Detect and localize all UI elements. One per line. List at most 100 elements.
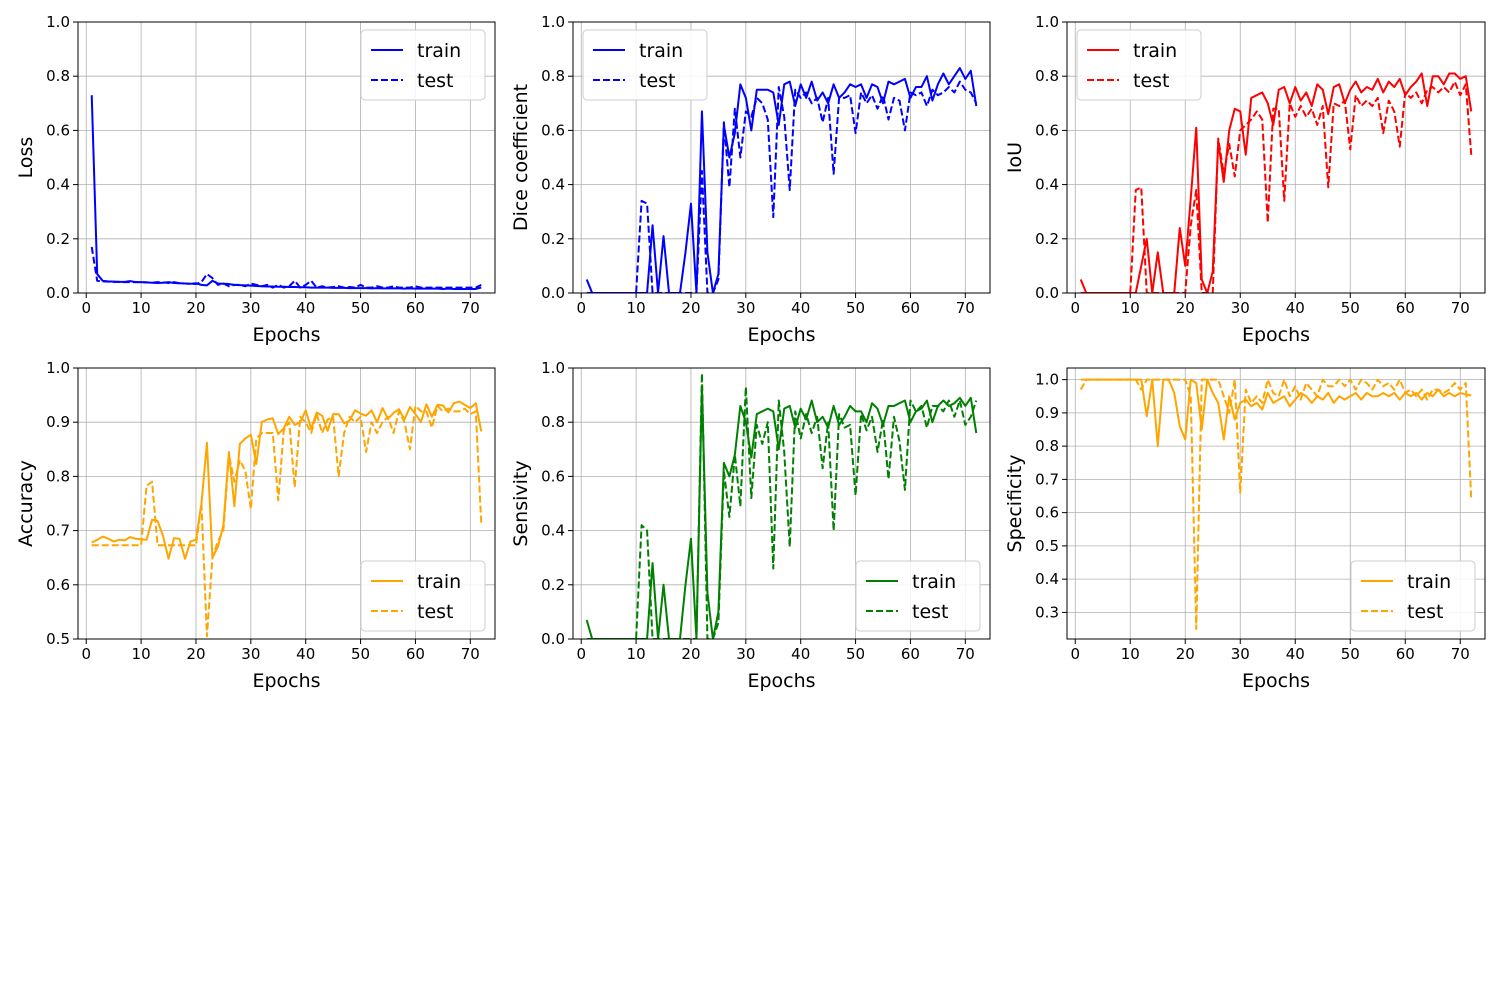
x-tick-label: 50 (1341, 299, 1360, 317)
y-tick-label: 0.8 (46, 67, 70, 85)
x-tick-label: 50 (351, 645, 370, 663)
series-line-train (91, 400, 483, 560)
legend: train test (360, 29, 486, 101)
x-axis-label: Epochs (747, 324, 815, 346)
legend-label: test (1407, 601, 1444, 623)
plot-frame (77, 367, 496, 640)
legend-label: test (417, 601, 454, 623)
y-axis-label: Loss (15, 137, 37, 179)
legend-box (1076, 29, 1202, 101)
legend-label: test (639, 70, 676, 92)
series-line-test (1080, 80, 1473, 293)
y-tick-label: 0.6 (1035, 504, 1059, 522)
y-tick-label: 1.0 (46, 359, 70, 377)
legend-box (582, 29, 708, 101)
x-tick-label: 0 (1070, 645, 1080, 663)
legend-label: train (639, 40, 683, 62)
y-tick-label: 0.3 (1035, 603, 1059, 621)
legend-label: train (417, 571, 461, 593)
y-tick-label: 0.6 (46, 576, 70, 594)
x-tick-label: 30 (1231, 299, 1250, 317)
y-tick-label: 0.9 (46, 413, 70, 431)
y-tick-label: 0.0 (46, 284, 70, 302)
y-tick-label: 0.8 (1035, 67, 1059, 85)
legend-box (855, 560, 981, 632)
x-tick-label: 0 (1070, 299, 1080, 317)
y-tick-label: 0.0 (1035, 284, 1059, 302)
y-tick-label: 0.2 (46, 230, 70, 248)
x-axis-label: Epochs (252, 324, 320, 346)
plot-frame (1066, 21, 1486, 294)
y-tick-label: 0.8 (541, 413, 565, 431)
series-line-test (586, 372, 978, 639)
x-tick-label: 10 (1121, 645, 1140, 663)
chart-panel-1: 0 10 20 30 40 50 60 70 0.0 0.2 0.4 0.6 0.8 1.0 Epochs L… (15, 13, 496, 346)
y-tick-label: 0.8 (46, 467, 70, 485)
series-line-train (1079, 72, 1473, 293)
chart-panel-6: 0 10 20 30 40 50 60 70 0.3 0.4 0.5 0.6 0.7 0.8 0.9 1.0 E… (1004, 367, 1486, 692)
y-tick-label: 0.0 (541, 284, 565, 302)
y-tick-label: 0.2 (1035, 230, 1059, 248)
legend-box (360, 29, 486, 101)
x-tick-label: 70 (956, 299, 975, 317)
x-tick-label: 30 (241, 645, 260, 663)
x-axis-label: Epochs (1242, 324, 1310, 346)
series-line-train (585, 385, 978, 639)
chart-panel-5: 0 10 20 30 40 50 60 70 0.0 0.2 0.4 0.6 0.8 1.0 Epochs S… (510, 359, 991, 692)
y-tick-label: 0.9 (1035, 404, 1059, 422)
x-tick-label: 70 (1451, 299, 1470, 317)
x-tick-label: 50 (351, 299, 370, 317)
chart-panel-4: 0 10 20 30 40 50 60 70 0.5 0.6 0.7 0.8 0.9 1.0 Epochs A… (15, 359, 496, 692)
x-tick-label: 10 (627, 645, 646, 663)
y-tick-label: 1.0 (541, 359, 565, 377)
x-axis-label: Epochs (747, 670, 815, 692)
y-tick-label: 0.4 (541, 176, 565, 194)
y-tick-label: 1.0 (1035, 371, 1059, 389)
legend-box (1350, 560, 1476, 632)
x-tick-label: 40 (1286, 645, 1305, 663)
y-tick-label: 0.4 (1035, 176, 1059, 194)
series-line-train (585, 67, 978, 293)
x-tick-label: 20 (681, 299, 700, 317)
plot-frame (572, 21, 991, 294)
legend: train test (1076, 29, 1202, 101)
x-tick-label: 50 (846, 645, 865, 663)
x-tick-label: 60 (901, 645, 920, 663)
x-tick-label: 40 (1286, 299, 1305, 317)
x-tick-label: 40 (791, 645, 810, 663)
x-tick-label: 0 (81, 299, 91, 317)
legend-label: test (1133, 70, 1170, 92)
legend: train test (1350, 560, 1476, 632)
x-tick-label: 30 (736, 645, 755, 663)
x-tick-label: 70 (1451, 645, 1470, 663)
y-axis-label: IoU (1004, 142, 1026, 173)
x-tick-label: 20 (186, 299, 205, 317)
x-tick-label: 0 (576, 299, 586, 317)
y-tick-label: 0.5 (1035, 537, 1059, 555)
x-tick-label: 40 (296, 645, 315, 663)
y-axis-label: Dice coefficient (510, 84, 532, 231)
series-line-test (1079, 378, 1473, 631)
x-axis-label: Epochs (1242, 670, 1310, 692)
y-tick-label: 0.6 (1035, 121, 1059, 139)
y-tick-label: 1.0 (1035, 13, 1059, 31)
x-tick-label: 0 (81, 645, 91, 663)
x-tick-label: 70 (461, 645, 480, 663)
x-tick-label: 40 (296, 299, 315, 317)
y-tick-label: 0.0 (541, 630, 565, 648)
y-tick-label: 0.7 (1035, 470, 1059, 488)
y-tick-label: 0.6 (541, 121, 565, 139)
x-tick-label: 20 (1176, 645, 1195, 663)
chart-panel-3: 0 10 20 30 40 50 60 70 0.0 0.2 0.4 0.6 0.8 1.0 Epochs I… (1004, 13, 1486, 346)
x-tick-label: 10 (1121, 299, 1140, 317)
y-tick-label: 0.4 (1035, 570, 1059, 588)
series-line-test (586, 80, 978, 293)
legend-label: train (1407, 571, 1451, 593)
x-tick-label: 10 (132, 645, 151, 663)
x-tick-label: 0 (576, 645, 586, 663)
legend-box (360, 560, 486, 632)
y-tick-label: 1.0 (541, 13, 565, 31)
x-tick-label: 70 (461, 299, 480, 317)
x-tick-label: 30 (241, 299, 260, 317)
x-tick-label: 10 (627, 299, 646, 317)
